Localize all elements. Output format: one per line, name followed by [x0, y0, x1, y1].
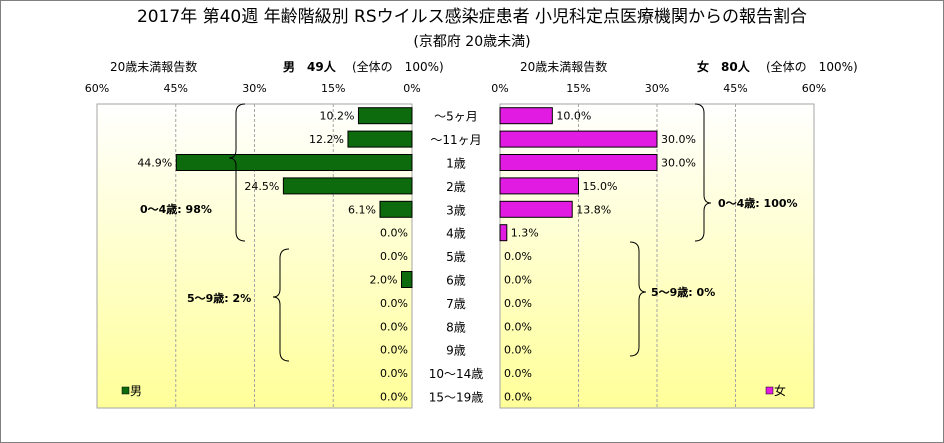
female-value-label: 13.8%	[576, 203, 611, 216]
male-bar	[347, 130, 413, 148]
legend-male-label: 男	[130, 384, 142, 398]
legend-male-swatch	[121, 386, 130, 395]
male-x-tick-label: 60%	[85, 82, 109, 95]
category-label: 3歳	[446, 203, 466, 217]
female-value-label: 0.0%	[504, 297, 532, 310]
category-label: 4歳	[446, 227, 466, 241]
male-header-count: 男 49人	[283, 59, 337, 74]
male-group-0-4-label: 0～4歳: 98%	[140, 202, 212, 216]
male-value-label: 6.1%	[348, 203, 376, 216]
female-x-tick-label: 30%	[645, 82, 669, 95]
female-value-label: 30.0%	[661, 157, 696, 170]
female-brace-0-4	[694, 103, 712, 242]
male-brace-0-4	[228, 103, 246, 242]
category-label: 8歳	[446, 320, 466, 334]
female-value-label: 0.0%	[504, 367, 532, 380]
female-bar	[499, 177, 579, 195]
male-value-label: 0.0%	[380, 297, 408, 310]
category-label: ～5ヶ月	[434, 110, 478, 124]
female-group-0-4-label: 0～4歳: 100%	[718, 196, 798, 210]
chart-title: 2017年 第40週 年齢階級別 RSウイルス感染症患者 小児科定点医療機関から…	[137, 7, 807, 27]
female-bar	[499, 154, 658, 171]
male-value-label: 0.0%	[380, 320, 408, 333]
category-label: 15～19歳	[429, 391, 484, 405]
female-group-5-9-label: 5～9歳: 0%	[651, 285, 715, 299]
category-label: 2歳	[446, 180, 466, 194]
female-value-label: 15.0%	[583, 180, 618, 193]
male-bar	[175, 154, 413, 171]
male-x-tick-label: 30%	[242, 82, 266, 95]
female-bar	[499, 130, 658, 148]
female-bar	[499, 224, 508, 242]
female-x-tick-label: 45%	[723, 82, 747, 95]
female-brace-5-9	[629, 241, 647, 357]
male-value-label: 0.0%	[380, 227, 408, 240]
category-label: 6歳	[446, 274, 466, 288]
male-group-5-9-label: 5～9歳: 2%	[187, 291, 251, 305]
male-x-tick-label: 0%	[403, 82, 420, 95]
chart-subtitle: (京都府 20歳未満)	[413, 34, 530, 50]
category-label: 10～14歳	[429, 367, 484, 381]
female-x-tick-label: 0%	[491, 82, 508, 95]
female-x-tick-label: 60%	[802, 82, 826, 95]
male-bar	[357, 107, 413, 125]
legend-female-label: 女	[774, 383, 786, 398]
legend-female-swatch	[765, 386, 774, 395]
female-header-total: (全体の 100%)	[766, 59, 858, 74]
male-x-tick-label: 15%	[321, 82, 345, 95]
category-label: 9歳	[446, 344, 466, 358]
male-value-label: 44.9%	[137, 157, 172, 170]
female-header-count: 女 80人	[697, 59, 751, 74]
female-value-label: 1.3%	[511, 227, 539, 240]
female-value-label: 0.0%	[504, 344, 532, 357]
male-value-label: 2.0%	[370, 274, 398, 287]
male-bar	[282, 177, 413, 195]
female-x-tick-label: 15%	[566, 82, 590, 95]
female-value-label: 0.0%	[504, 391, 532, 404]
category-label: ～11ヶ月	[430, 133, 481, 147]
male-value-label: 0.0%	[380, 250, 408, 263]
female-value-label: 0.0%	[504, 320, 532, 333]
male-value-label: 10.2%	[319, 110, 354, 123]
male-value-label: 12.2%	[309, 133, 344, 146]
female-value-label: 30.0%	[661, 133, 696, 146]
male-value-label: 0.0%	[380, 391, 408, 404]
category-label: 5歳	[446, 250, 466, 264]
female-bar	[499, 107, 553, 125]
female-header-label: 20歳未満報告数	[520, 59, 607, 74]
male-bar	[401, 271, 413, 288]
male-bar	[379, 200, 413, 218]
male-value-label: 0.0%	[380, 367, 408, 380]
male-header-label: 20歳未満報告数	[110, 59, 197, 74]
category-label: 1歳	[446, 157, 466, 171]
male-brace-5-9	[272, 248, 290, 362]
female-value-label: 0.0%	[504, 274, 532, 287]
female-value-label: 0.0%	[504, 250, 532, 263]
female-bar	[499, 200, 573, 218]
male-value-label: 0.0%	[380, 344, 408, 357]
female-value-label: 10.0%	[556, 110, 591, 123]
male-x-tick-label: 45%	[164, 82, 188, 95]
category-label: 7歳	[446, 297, 466, 311]
male-header-total: (全体の 100%)	[352, 59, 444, 74]
male-value-label: 24.5%	[244, 180, 279, 193]
